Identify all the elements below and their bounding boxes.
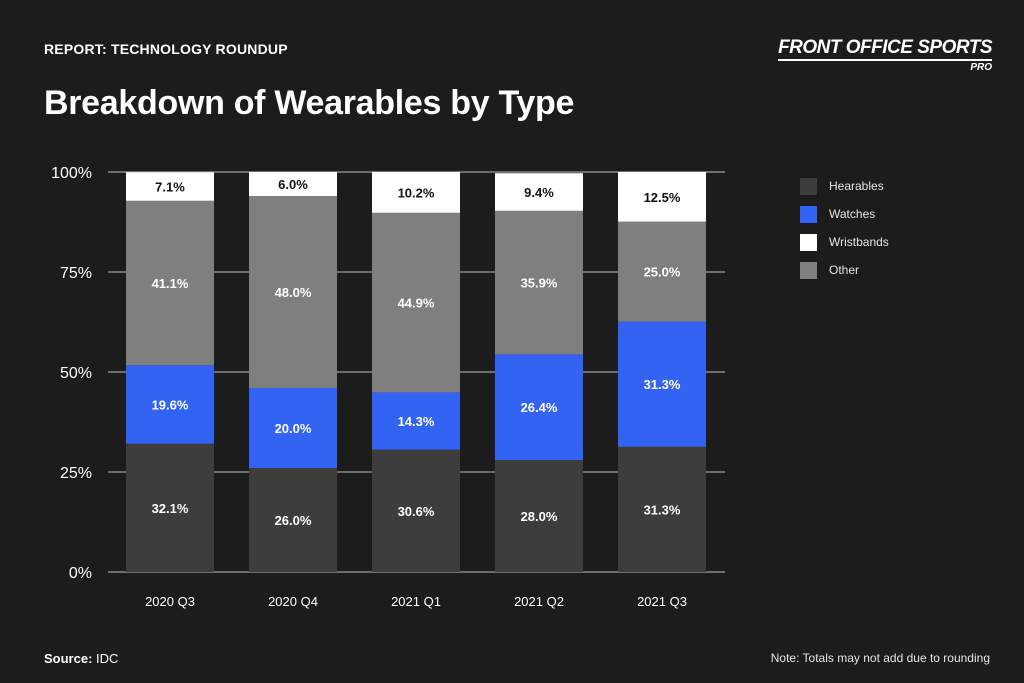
bar-segment-other — [495, 210, 583, 355]
x-tick-label: 2020 Q4 — [268, 594, 318, 609]
legend-swatch-other — [800, 261, 817, 279]
data-label-watches: 20.0% — [275, 421, 312, 436]
legend-label-hearables: Hearables — [829, 179, 884, 193]
bar-segment-wristbands — [126, 172, 214, 201]
data-label-other: 25.0% — [644, 265, 681, 280]
data-label-other: 41.1% — [152, 276, 189, 291]
source-label: Source: — [44, 651, 93, 666]
legend-swatch-watches — [800, 205, 817, 223]
legend-swatch-hearables — [800, 177, 817, 195]
legend-label-wristbands: Wristbands — [829, 235, 889, 249]
bar-segment-hearables — [372, 449, 460, 572]
data-label-hearables: 31.3% — [644, 502, 681, 517]
legend-item-other: Other — [800, 256, 889, 284]
data-label-other: 44.9% — [398, 296, 435, 311]
bar-segment-other — [618, 221, 706, 322]
legend: Hearables Watches Wristbands Other — [800, 172, 889, 284]
source-credit: Source: IDC — [44, 651, 118, 666]
data-label-other: 48.0% — [275, 285, 312, 300]
bar-segment-other — [126, 200, 214, 366]
y-tick-label: 100% — [51, 165, 92, 182]
bar-segment-watches — [372, 392, 460, 450]
bar-segment-hearables — [618, 446, 706, 572]
y-tick-label: 0% — [69, 565, 92, 582]
bar-segment-other — [372, 212, 460, 393]
bar-segment-watches — [249, 388, 337, 468]
label-layer: 32.1% 19.6% 41.1% 7.1% 26.0% 20.0% 48.0% 6.0% 30… — [152, 177, 681, 528]
x-tick-label: 2021 Q1 — [391, 594, 441, 609]
legend-label-other: Other — [829, 263, 860, 277]
source-value: IDC — [96, 651, 119, 666]
brand-name: FRONT OFFICE SPORTS — [778, 38, 992, 61]
data-label-hearables: 26.0% — [275, 513, 312, 528]
y-tick-label: 50% — [60, 365, 92, 382]
data-label-hearables: 30.6% — [398, 504, 435, 519]
bar-segment-hearables — [249, 468, 337, 572]
bar-segment-wristbands — [495, 173, 583, 211]
data-label-watches: 26.4% — [521, 400, 558, 415]
data-label-wristbands: 9.4% — [524, 185, 554, 200]
data-label-wristbands: 7.1% — [155, 180, 185, 195]
bar-segment-wristbands — [372, 172, 460, 213]
legend-swatch-wristbands — [800, 233, 817, 251]
data-label-watches: 31.3% — [644, 377, 681, 392]
data-label-watches: 19.6% — [152, 397, 189, 412]
data-label-hearables: 32.1% — [152, 501, 189, 516]
y-tick-label: 25% — [60, 465, 92, 482]
brand-sub: PRO — [970, 62, 992, 73]
brand-logo: FRONT OFFICE SPORTS PRO — [778, 38, 992, 74]
data-label-hearables: 28.0% — [521, 509, 558, 524]
page-title: Breakdown of Wearables by Type — [44, 84, 575, 122]
legend-item-watches: Watches — [800, 200, 889, 228]
legend-item-wristbands: Wristbands — [800, 228, 889, 256]
data-label-wristbands: 10.2% — [398, 185, 435, 200]
axis-layer: 0% 25% 50% 75% 100% 2020 Q3 2020 Q4 2021 Q1 2021… — [51, 165, 687, 609]
x-tick-label: 2021 Q3 — [637, 594, 687, 609]
bar-segment-watches — [495, 354, 583, 460]
legend-item-hearables: Hearables — [800, 172, 889, 200]
x-tick-label: 2020 Q3 — [145, 594, 195, 609]
y-tick-label: 75% — [60, 265, 92, 282]
x-tick-label: 2021 Q2 — [514, 594, 564, 609]
bar-segment-hearables — [495, 460, 583, 572]
data-label-watches: 14.3% — [398, 414, 435, 429]
bar-segment-wristbands — [249, 172, 337, 196]
data-label-other: 35.9% — [521, 276, 558, 291]
report-label: REPORT: TECHNOLOGY ROUNDUP — [44, 41, 288, 57]
footnote: Note: Totals may not add due to rounding — [770, 651, 990, 665]
bar-layer — [126, 172, 706, 572]
data-label-wristbands: 6.0% — [278, 177, 308, 192]
bar-segment-hearables — [126, 443, 214, 572]
legend-label-watches: Watches — [829, 207, 876, 221]
bar-segment-other — [249, 196, 337, 388]
bar-segment-watches — [618, 321, 706, 447]
data-label-wristbands: 12.5% — [644, 190, 681, 205]
bar-segment-wristbands — [618, 172, 706, 222]
bar-segment-watches — [126, 365, 214, 444]
